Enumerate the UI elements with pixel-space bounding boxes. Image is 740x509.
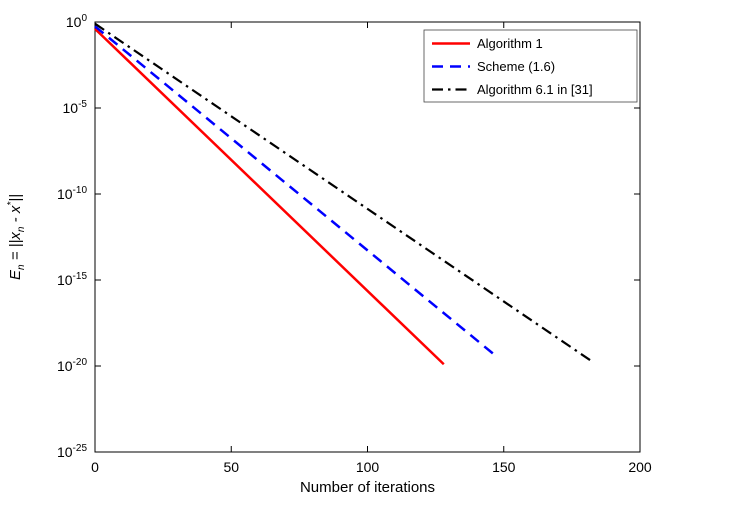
x-tick-label: 50 xyxy=(223,459,239,475)
y-tick-label: 10-20 xyxy=(57,357,87,374)
y-axis-label: En = ||xn - x*|| xyxy=(6,194,27,280)
x-tick-label: 0 xyxy=(91,459,99,475)
x-tick-label: 200 xyxy=(628,459,652,475)
y-tick-label: 10-15 xyxy=(57,271,87,288)
legend-label-algorithm-1[interactable]: Algorithm 1 xyxy=(477,36,543,51)
x-tick-label: 100 xyxy=(356,459,380,475)
legend-label-algorithm-6-1-in-31[interactable]: Algorithm 6.1 in [31] xyxy=(477,82,593,97)
legend-label-scheme-1-6[interactable]: Scheme (1.6) xyxy=(477,59,555,74)
series-line-algorithm-6-1-in-31[interactable] xyxy=(94,22,595,364)
series-line-algorithm-1[interactable] xyxy=(94,27,445,366)
y-tick-label: 10-5 xyxy=(63,99,88,116)
y-tick-label: 10-25 xyxy=(57,443,87,460)
y-tick-label: 100 xyxy=(66,13,88,30)
x-axis-label: Number of iterations xyxy=(300,479,435,496)
x-tick-label: 150 xyxy=(492,459,516,475)
series-line-scheme-1-6[interactable] xyxy=(94,25,497,357)
y-tick-label: 10-10 xyxy=(57,185,87,202)
